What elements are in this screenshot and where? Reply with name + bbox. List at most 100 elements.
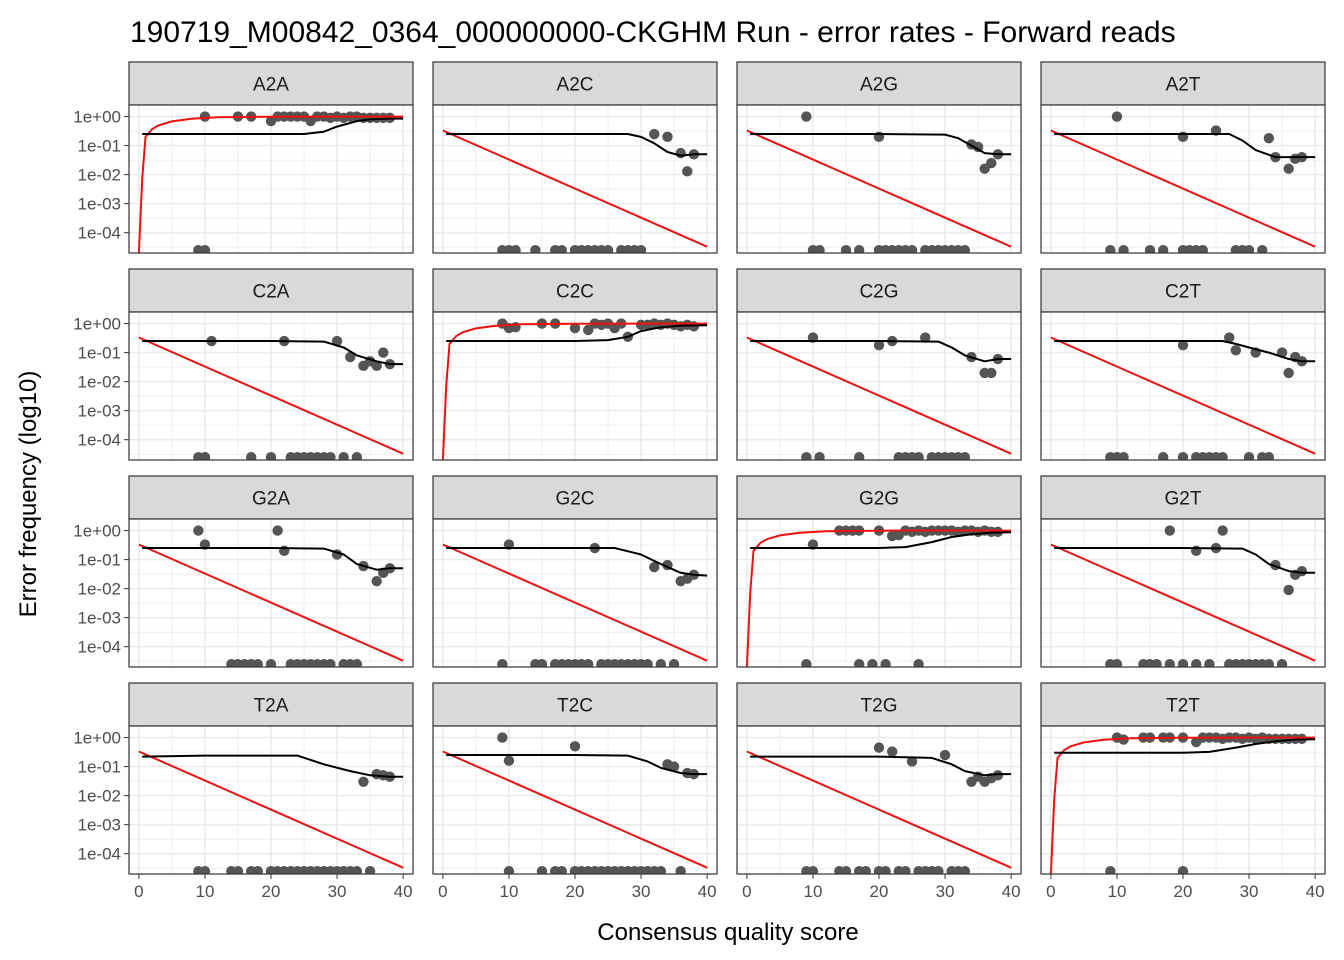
y-tick-label: 1e-04 — [78, 431, 121, 450]
facet-strip — [128, 682, 414, 727]
data-point — [959, 865, 971, 874]
facet-g2t: G2T — [1040, 475, 1326, 668]
x-tick-label: 40 — [394, 882, 413, 901]
data-point — [265, 658, 277, 667]
data-point — [1263, 132, 1275, 144]
facet-t2g: T2G — [736, 682, 1022, 875]
y-tick-label: 1e-03 — [78, 402, 121, 421]
y-tick-label: 1e-01 — [78, 344, 121, 363]
data-point — [252, 865, 263, 874]
data-point — [199, 865, 211, 874]
x-tick-label: 0 — [134, 882, 143, 901]
panel-plot-area — [737, 105, 1021, 253]
panel-border — [128, 104, 414, 254]
data-point — [880, 865, 891, 874]
data-point — [569, 741, 581, 752]
fitted-error-line — [750, 755, 1012, 777]
data-point — [1118, 244, 1129, 253]
data-point — [556, 244, 567, 253]
data-point — [1283, 584, 1294, 596]
facet-strip-label: T2C — [557, 696, 593, 717]
data-point — [807, 865, 819, 874]
panel-plot-area — [433, 105, 717, 253]
data-point — [873, 339, 885, 351]
data-point — [1191, 658, 1202, 667]
facet-g2c: G2C — [432, 475, 718, 668]
data-point — [530, 244, 541, 253]
y-axes: 1e+00 1e-01 1e-02 1e-03 1e-04 1e+00 1e-01 1e-02… — [73, 108, 129, 864]
panel-plot-area — [1041, 726, 1325, 874]
y-tick-label: 1e-03 — [78, 195, 121, 214]
facet-strip-label: G2G — [859, 489, 899, 510]
x-tick-label: 40 — [1306, 882, 1325, 901]
data-point — [853, 658, 865, 667]
data-point — [906, 244, 918, 253]
x-tick-label: 10 — [499, 882, 518, 901]
facet-strip — [432, 475, 718, 520]
panel-plot-area — [433, 726, 717, 874]
panel-plot-area — [1041, 519, 1325, 667]
facet-panels: A2A A2C A2G A2T C2A C2C C2G C2T G2A G2C G2G G2T T2A T… — [128, 61, 1326, 875]
facet-strip-label: C2G — [859, 282, 898, 303]
data-point — [1111, 658, 1123, 667]
facet-strip — [128, 475, 414, 520]
data-point — [867, 658, 878, 667]
y-tick-label: 1e-02 — [78, 787, 121, 806]
panel-border — [432, 104, 718, 254]
data-point — [840, 244, 852, 253]
data-point — [959, 244, 971, 253]
nominal-error-line — [441, 322, 708, 460]
fitted-error-line — [446, 133, 708, 157]
facet-strip-label: A2A — [253, 75, 289, 96]
facet-strip-label: C2A — [253, 282, 290, 303]
nominal-error-line — [442, 129, 708, 248]
panel-plot-area — [433, 519, 717, 667]
data-point — [199, 451, 211, 460]
data-point — [1263, 451, 1275, 460]
x-tick-label: 0 — [438, 882, 447, 901]
y-tick-label: 1e-01 — [78, 551, 121, 570]
nominal-error-line — [138, 543, 404, 662]
data-point — [345, 351, 356, 363]
data-point — [1283, 163, 1294, 174]
fitted-error-line — [750, 531, 1012, 549]
x-tick-label: 40 — [1002, 882, 1021, 901]
x-tick-label: 0 — [1046, 882, 1055, 901]
facet-strip-label: T2G — [861, 696, 898, 717]
data-point — [814, 451, 825, 460]
data-point — [351, 658, 363, 667]
y-tick-label: 1e+00 — [73, 315, 121, 334]
data-point — [338, 451, 349, 460]
data-point — [351, 865, 363, 874]
x-axes: 0 10 20 30 40 0 10 20 30 40 0 10 20 30 40 0 10 20 30 40 — [134, 874, 1325, 901]
x-tick-label: 10 — [195, 882, 214, 901]
data-point — [814, 244, 825, 253]
panel-border — [1040, 518, 1326, 668]
data-point — [497, 732, 508, 743]
data-point — [1105, 865, 1116, 874]
y-tick-label: 1e-04 — [78, 224, 121, 243]
x-tick-label: 0 — [742, 882, 751, 901]
data-point — [245, 451, 257, 460]
data-point — [265, 451, 277, 460]
data-point — [510, 244, 521, 253]
y-tick-label: 1e+00 — [73, 729, 121, 748]
data-point — [536, 658, 548, 667]
facet-strip — [736, 475, 1022, 520]
facet-strip-label: C2T — [1165, 282, 1201, 303]
y-tick-label: 1e-01 — [78, 137, 121, 156]
data-point — [583, 324, 594, 336]
panel-plot-area — [737, 726, 1021, 874]
data-point — [272, 525, 283, 536]
y-axis-title: Error frequency (log10) — [15, 371, 42, 618]
data-point — [536, 865, 548, 874]
fitted-error-line — [142, 117, 404, 135]
fitted-error-line — [1054, 738, 1316, 754]
nominal-error-line — [138, 336, 404, 455]
data-point — [682, 166, 693, 177]
data-point — [649, 128, 660, 140]
data-point — [378, 347, 389, 358]
facet-g2a: G2A — [128, 475, 414, 668]
data-point — [1197, 244, 1209, 253]
data-point — [1217, 525, 1228, 536]
